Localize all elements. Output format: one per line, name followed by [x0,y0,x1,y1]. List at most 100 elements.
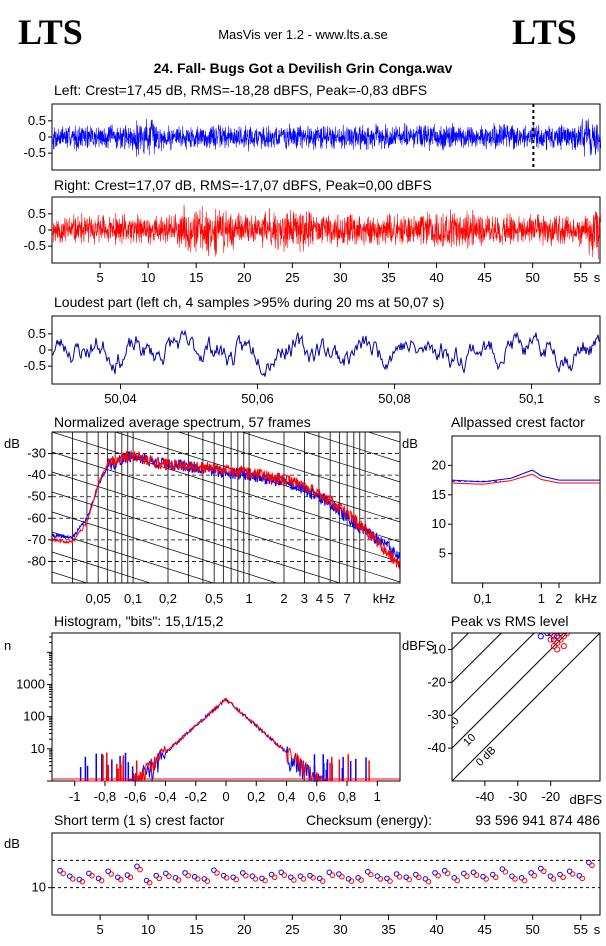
crest-point-right [98,877,105,884]
crest-point-left [422,876,429,882]
crest-point-right [300,876,307,882]
y-tick-label: -0.5 [24,145,46,160]
x-tick-label: 55 [574,922,588,937]
slope-guide [52,551,152,583]
slope-guide [303,432,400,463]
crest-point-left [249,873,256,879]
x-tick-label: 0,6 [308,789,326,804]
crest-diagonal [452,633,535,716]
crest-diagonal [452,633,600,781]
crest-point-right [271,874,278,881]
crest-point-right [550,876,557,882]
peak-rms-point-right [554,639,561,646]
y-tick-label: 0 [39,342,46,357]
x-tick-label: 55 [574,270,588,285]
crest-point-left [66,873,73,879]
left-waveform-plot: 0.50-0.5 [24,103,602,171]
x-unit-label: s [594,922,601,937]
x-tick-label: -30 [508,789,527,804]
spectrum-series-right [52,450,400,570]
y-tick-label: 15 [432,487,446,502]
y-tick-label: -40 [427,740,446,755]
x-tick-label: 25 [285,270,299,285]
slope-guide [52,592,400,702]
spectrum-title: Normalized average spectrum, 57 frames [54,414,311,430]
x-tick-label: 50,06 [241,391,274,406]
slope-guide [52,491,342,583]
y-tick-label: -60 [27,510,46,525]
crest-point-right [406,876,413,883]
x-tick-label: 35 [381,922,395,937]
crest-point-left [489,871,496,878]
crest-point-right [541,868,547,875]
x-tick-label: 1 [538,591,545,606]
crest-point-right [492,874,499,881]
lts-logo-right: LTS [512,12,577,52]
crest-point-right [512,876,518,882]
peak-vs-rms-frame [451,632,601,782]
x-tick-label: 0,1 [124,591,142,606]
crest-point-right [473,872,480,878]
crest-point-right [521,877,528,884]
x-tick-label: -40 [475,789,494,804]
avg-spectrum-frame [51,431,401,584]
x-unit-label: kHz [373,591,395,606]
crest-point-left [509,873,515,879]
x-tick-label: 15 [189,270,203,285]
crest-point-left [518,875,525,881]
x-unit-label: s [594,270,601,285]
short-term-crest-frame [51,832,601,916]
crest-point-right [531,872,538,879]
slope-guide [52,471,400,583]
crest-point-right [194,876,201,882]
crest-point-left [134,863,140,870]
crest-point-right [137,866,143,873]
crest-point-right [560,874,566,881]
x-tick-label: 50,1 [519,391,544,406]
crest-point-right [79,878,86,885]
crest-point-left [384,875,390,882]
crest-point-left [393,871,400,877]
x-tick-label: 4 5 [316,591,334,606]
crest-point-right [502,869,509,875]
x-tick-label: -0,2 [185,789,207,804]
slope-guide [177,432,400,503]
crest-diagonal-label: 20 [445,715,462,732]
x-tick-label: 40 [429,270,443,285]
crest-point-left [364,869,371,875]
x-tick-label: 35 [381,270,395,285]
x-tick-label: 50 [525,270,539,285]
crest-point-left [470,869,477,876]
crest-point-left [316,875,323,882]
crest-point-left [413,871,419,878]
y-tick-label: 10 [432,516,446,531]
crest-point-right [146,879,153,886]
crest-point-right [569,871,576,877]
crest-point-left [499,866,506,872]
crest-point-left [268,871,275,878]
peak-rms-xlabel: dBFS [569,792,602,807]
crest-point-right [117,876,124,883]
crest-point-left [336,871,342,877]
peak-rms-point-right [557,636,564,643]
x-tick-label: -0,4 [154,789,176,804]
crest-point-right [127,874,134,881]
crest-point-right [425,878,432,885]
crest-point-left [182,870,188,876]
crest-point-right [252,876,259,882]
y-tick-label: 0.5 [28,326,46,341]
crest-point-right [281,872,288,878]
peak-rms-point-left [537,633,544,640]
crest-point-right [464,873,470,879]
peak-rms-point-left [550,636,558,643]
crest-point-left [528,870,535,876]
y-tick-label: -20 [427,674,446,689]
crest-point-right [242,872,249,879]
crest-point-right [435,872,441,879]
crest-point-left [557,871,563,878]
crest-point-right [367,871,374,878]
right-waveform-trace [52,204,602,260]
crest-point-right [310,875,316,881]
crest-point-left [326,869,333,876]
